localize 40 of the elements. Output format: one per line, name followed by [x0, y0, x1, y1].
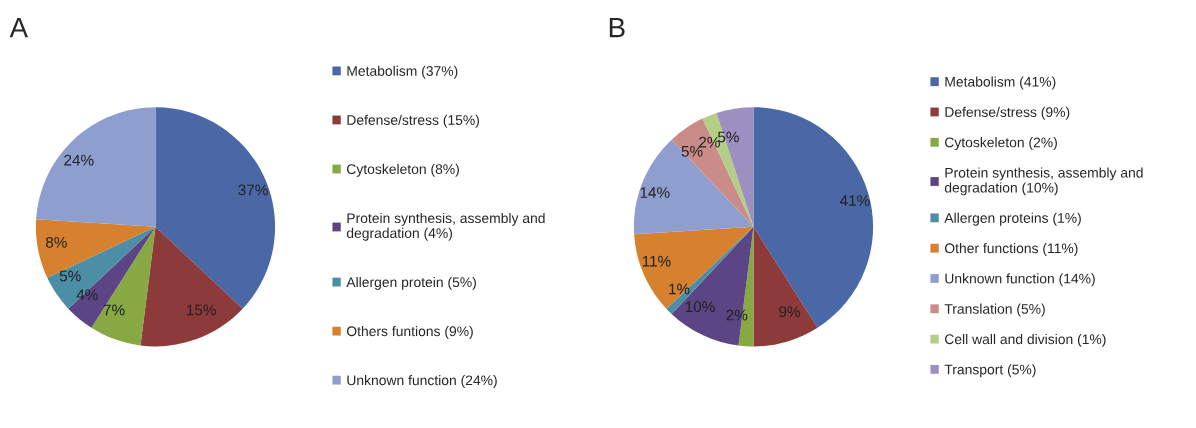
data-label: 2%	[699, 136, 720, 148]
legend-label: Cytoskeleton (2%)	[945, 137, 1057, 151]
data-label: 14%	[640, 187, 670, 198]
legend-label: Protein synthesis, assembly and degradation (10%)	[944, 167, 1143, 196]
legend-label: Defense/stress (9%)	[945, 106, 1070, 120]
pie-slice	[671, 118, 754, 227]
legend-label: Cell wall and division (1%)	[945, 333, 1106, 347]
data-label: 9%	[779, 306, 801, 318]
pie-slice	[753, 226, 818, 347]
legend-label: Unknown function (14%)	[945, 273, 1095, 287]
legend-label: Transport (5%)	[944, 364, 1036, 378]
data-label: 10%	[685, 301, 715, 313]
legend-label: Allergen protein (5%)	[346, 276, 476, 290]
data-label: 7%	[103, 304, 125, 316]
legend-label: Protein synthesis, assembly and degradation (4%)	[346, 212, 545, 241]
chart-title: B	[609, 18, 625, 38]
legend-label: Metabolism (37%)	[347, 65, 458, 79]
pie-slice	[671, 226, 754, 346]
chart-title: A	[9, 18, 29, 38]
data-label: 11%	[642, 255, 671, 267]
legend-label: Metabolism (41%)	[945, 76, 1056, 90]
data-label: 41%	[839, 195, 870, 206]
legend-label: Others funtions (9%)	[346, 325, 473, 339]
legend-label: Unknown function (24%)	[347, 375, 497, 388]
legend-label: Cytoskeleton (8%)	[347, 163, 459, 177]
pie-slice	[36, 107, 156, 227]
data-label: 8%	[45, 236, 67, 248]
data-label: 1%	[669, 283, 690, 295]
legend-label: Other functions (11%)	[944, 243, 1078, 256]
legend-label: Translation (5%)	[944, 303, 1045, 317]
data-label: 5%	[717, 131, 739, 143]
pie-slice	[753, 107, 874, 328]
data-label: 5%	[59, 270, 81, 282]
data-label: 24%	[64, 154, 94, 166]
data-label: 15%	[187, 304, 216, 316]
data-label: 37%	[238, 184, 268, 196]
legend-label: Allergen proteins (1%)	[944, 212, 1081, 226]
data-label: 5%	[681, 146, 703, 157]
pie-slice	[140, 226, 243, 347]
legend-label: Defense/stress (15%)	[347, 114, 479, 128]
